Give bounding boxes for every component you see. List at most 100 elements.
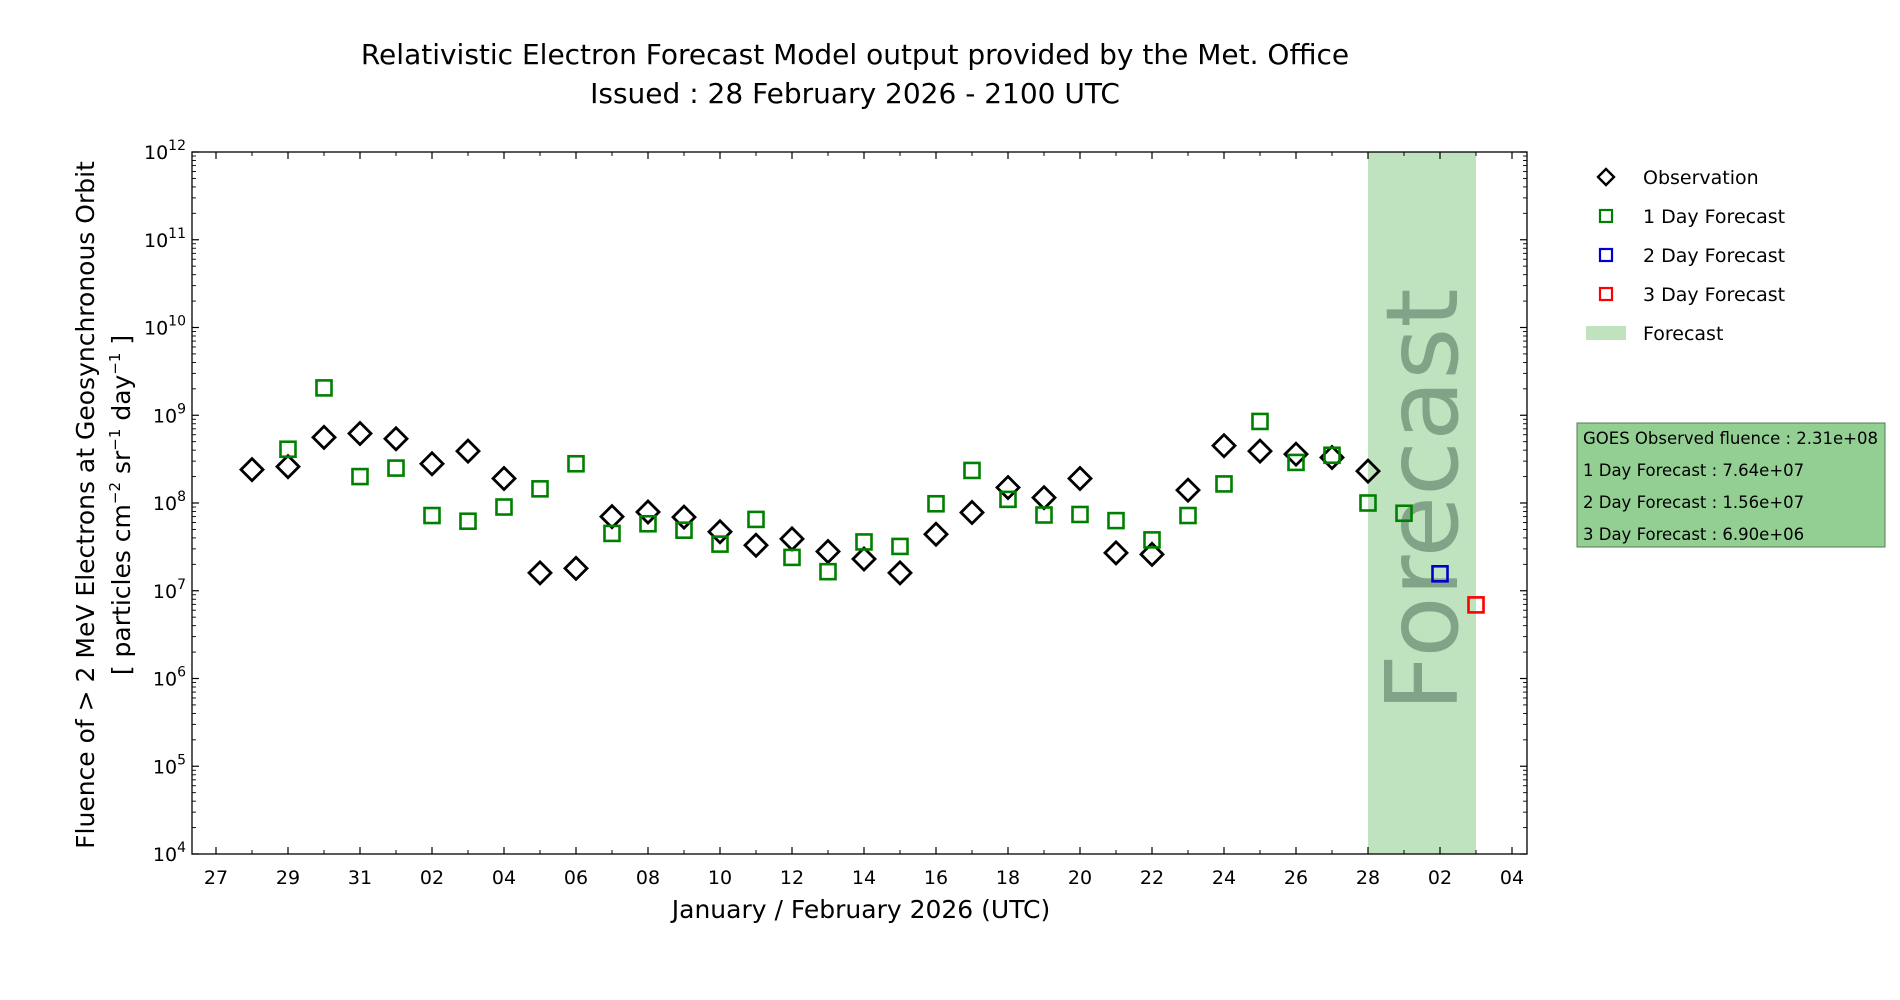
1-day-forecast-point (1035, 506, 1053, 524)
legend-item-2-day-forecast-swatch (1598, 247, 1614, 263)
legend-item-2-day-forecast-label: 2 Day Forecast (1643, 245, 1785, 267)
observation-point (239, 456, 265, 483)
plot-frame (191, 151, 1528, 855)
y-axis-label-exponent: −1 (106, 429, 124, 451)
observation-point (383, 425, 409, 452)
x-tick-label: 02 (1428, 867, 1452, 889)
x-tick-label: 28 (1356, 867, 1380, 889)
observation-point (1355, 458, 1381, 485)
observation-point (851, 546, 877, 572)
1-day-forecast-point (963, 461, 981, 480)
y-axis: 104 105 106 107 108 109 1010 1011 1012 (144, 138, 1527, 866)
1-day-forecast-point (1215, 475, 1233, 493)
y-tick-label: 1011 (144, 226, 186, 252)
y-tick-label: 105 (153, 752, 186, 778)
1-day-forecast-point (819, 562, 837, 581)
2-day-forecast-point (1431, 565, 1449, 583)
1-day-forecast-point (927, 494, 945, 513)
observation-point (1139, 541, 1165, 568)
x-tick-label: 20 (1068, 867, 1092, 889)
data-markers (239, 379, 1485, 614)
1-day-forecast-point (387, 459, 405, 477)
chart-title: Relativistic Electron Forecast Model out… (361, 38, 1349, 71)
legend-item-forecast-swatch (1586, 326, 1626, 340)
y-tick-label: 107 (153, 577, 186, 603)
x-tick-label: 12 (780, 867, 804, 889)
observation-point (1175, 477, 1201, 504)
1-day-forecast-point (603, 524, 621, 543)
observation-point (599, 503, 625, 530)
x-tick-label: 18 (996, 867, 1020, 889)
forecast-band-label: Forecast (1364, 288, 1481, 711)
x-tick-label: 16 (924, 867, 948, 889)
legend-item-1-day-forecast-swatch (1598, 208, 1614, 224)
y-axis-label-part: [ particles cm (107, 504, 136, 675)
1-day-forecast-point (999, 490, 1017, 509)
1-day-forecast-point (1359, 494, 1377, 512)
observation-point (311, 424, 337, 451)
y-axis-label-exponent: −2 (106, 482, 124, 504)
observation-point (707, 518, 733, 545)
x-axis-label: January / February 2026 (UTC) (670, 895, 1050, 924)
y-axis-label-part: sr (107, 450, 136, 482)
info-box: GOES Observed fluence : 2.31e+08 1 Day Fo… (1576, 422, 1886, 548)
y-axis-label-part: day (107, 374, 136, 428)
observation-point (1211, 432, 1237, 459)
1-day-forecast-point (567, 454, 585, 473)
observation-point (563, 555, 589, 582)
1-day-forecast-point (783, 548, 801, 567)
1-day-forecast-point (315, 379, 333, 397)
1-day-forecast-point (1071, 505, 1089, 524)
observation-point (887, 559, 913, 586)
observation-point (347, 420, 373, 447)
observation-point (491, 465, 517, 492)
y-tick-label: 106 (153, 665, 186, 691)
1-day-forecast-point (495, 498, 513, 516)
legend-item-3-day-forecast-label: 3 Day Forecast (1643, 284, 1785, 306)
observation-point (1103, 539, 1129, 566)
legend-item-observation-label: Observation (1643, 167, 1759, 189)
1-day-forecast-point (1395, 504, 1413, 523)
observation-point (779, 525, 805, 552)
y-tick-label: 109 (153, 401, 186, 427)
1-day-forecast-point (1179, 506, 1197, 525)
x-tick-label: 27 (204, 867, 228, 889)
1-day-forecast-point (1107, 511, 1125, 530)
y-axis-label-line1: Fluence of > 2 MeV Electrons at Geosynch… (71, 161, 100, 849)
1-day-forecast-point (891, 537, 909, 556)
observation-point (743, 532, 769, 559)
x-tick-label: 14 (852, 867, 876, 889)
1-day-forecast-point (423, 506, 441, 525)
observation-point (923, 521, 949, 548)
1-day-forecast-point (1143, 531, 1161, 549)
1-day-forecast-point (675, 521, 693, 539)
x-tick-label: 26 (1284, 867, 1308, 889)
1-day-forecast-point (459, 512, 477, 531)
x-tick-label: 04 (492, 867, 516, 889)
observation-point (419, 450, 445, 477)
observation-point (1283, 441, 1309, 468)
legend-item-observation-swatch (1596, 167, 1616, 187)
observation-point (1031, 484, 1057, 511)
1-day-forecast-point (747, 510, 765, 529)
x-tick-label: 10 (708, 867, 732, 889)
y-axis-label-exponent: −1 (106, 353, 124, 375)
1-day-forecast-point (531, 480, 549, 498)
1-day-forecast-point (351, 467, 369, 486)
observation-point (527, 559, 553, 586)
y-tick-label: 108 (153, 489, 186, 515)
info-box-line: GOES Observed fluence : 2.31e+08 (1583, 429, 1878, 448)
x-axis: 27 29 31 02 04 06 08 10 12 14 16 18 20 22 24 26 28 02 04 (204, 152, 1524, 889)
1-day-forecast-point (639, 514, 657, 533)
1-day-forecast-point (1323, 446, 1341, 465)
observation-point (995, 474, 1021, 501)
chart-subtitle: Issued : 28 February 2026 - 2100 UTC (590, 77, 1120, 110)
x-tick-label: 02 (420, 867, 444, 889)
info-box-background (1576, 422, 1886, 548)
1-day-forecast-point (711, 535, 729, 553)
x-tick-label: 31 (348, 867, 372, 889)
forecast-band (1368, 152, 1476, 854)
observation-point (635, 499, 661, 525)
x-tick-label: 04 (1500, 867, 1524, 889)
